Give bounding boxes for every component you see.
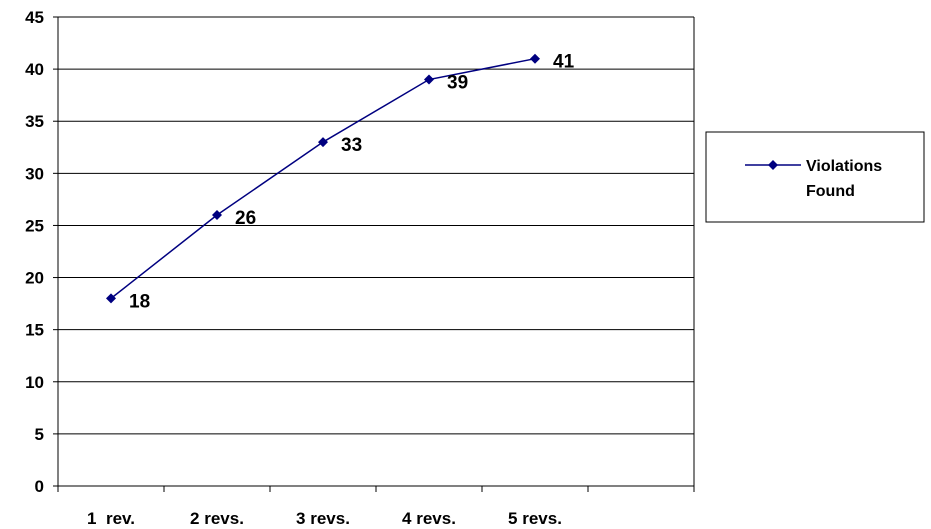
x-tick-label: 3 revs. [296, 509, 350, 528]
y-tick-label: 40 [25, 60, 44, 79]
series-line [110, 57, 536, 299]
data-label: 26 [235, 208, 256, 229]
x-tick-label: 5 revs. [508, 509, 562, 528]
legend-box [705, 131, 925, 223]
legend-label-line-1: Violations [806, 158, 882, 175]
y-tick-label: 20 [25, 269, 44, 288]
axes [53, 16, 695, 492]
y-tick-label: 0 [35, 477, 44, 496]
y-tick-label: 45 [25, 8, 44, 27]
legend: Violations Found [705, 131, 925, 223]
series-violations-found [106, 53, 540, 304]
data-point-marker [530, 53, 540, 64]
y-tick-label: 25 [25, 216, 44, 235]
data-label: 39 [447, 73, 468, 94]
legend-label-line-2: Found [806, 183, 855, 200]
data-label: 33 [341, 135, 362, 156]
y-tick-labels: 0 5 10 15 20 25 30 35 40 45 [25, 8, 44, 496]
data-label: 41 [553, 52, 575, 73]
data-labels: 18 26 33 39 41 [129, 52, 575, 313]
y-tick-label: 30 [25, 164, 44, 183]
y-tick-label: 15 [25, 321, 44, 340]
x-tick-label: 1 rev. [87, 509, 135, 528]
x-tick-labels: 1 rev. 2 revs. 3 revs. 4 revs. 5 revs. [87, 509, 562, 528]
data-point-marker [318, 137, 328, 148]
x-tick-label: 4 revs. [402, 509, 456, 528]
legend-diamond-marker [768, 160, 778, 170]
data-label: 18 [129, 291, 150, 312]
x-tick-label: 2 revs. [190, 509, 244, 528]
data-point-marker [106, 293, 116, 304]
y-tick-label: 10 [25, 373, 44, 392]
y-tick-label: 35 [25, 112, 44, 131]
gridlines [58, 16, 694, 435]
y-tick-label: 5 [35, 425, 44, 444]
data-point-marker [424, 74, 434, 85]
data-point-marker [212, 210, 222, 221]
